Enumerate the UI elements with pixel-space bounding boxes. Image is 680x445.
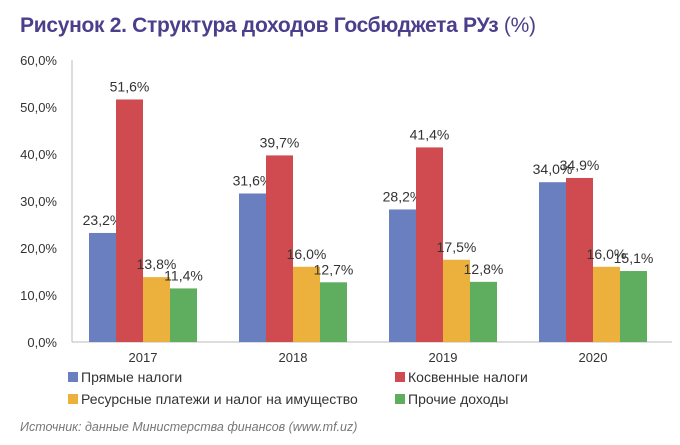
y-tick-label: 50,0% <box>20 100 57 115</box>
bar <box>389 209 416 342</box>
data-label: 11,4% <box>164 267 203 283</box>
data-label: 13,8% <box>137 256 177 272</box>
x-tick-label: 2017 <box>129 350 158 365</box>
bar <box>293 266 320 342</box>
y-tick-label: 40,0% <box>20 147 57 162</box>
legend-swatch <box>68 394 78 404</box>
legend-item-resource-payments: Ресурсные платежи и налог на имущество <box>68 391 358 407</box>
legend-swatch <box>68 372 78 382</box>
bar <box>620 271 647 342</box>
legend-item-indirect-taxes: Косвенные налоги <box>395 369 528 385</box>
legend-swatch <box>395 372 405 382</box>
data-label: 16,0% <box>587 246 627 262</box>
x-tick-label: 2019 <box>429 350 458 365</box>
data-label: 39,7% <box>260 134 300 150</box>
y-tick-label: 30,0% <box>20 194 57 209</box>
data-label: 34,9% <box>560 157 600 173</box>
bar <box>320 282 347 342</box>
legend-swatch <box>395 394 405 404</box>
legend-item-direct-taxes: Прямые налоги <box>68 369 182 385</box>
data-label: 16,0% <box>287 246 327 262</box>
chart-title: Рисунок 2. Структура доходов Госбюджета … <box>20 14 536 38</box>
y-tick-label: 60,0% <box>20 53 57 68</box>
legend-label: Ресурсные платежи и налог на имущество <box>81 391 358 407</box>
bar <box>443 259 470 342</box>
legend-label: Прочие доходы <box>408 391 509 407</box>
bar <box>143 277 170 342</box>
data-label: 17,5% <box>437 239 477 255</box>
bar <box>239 193 266 342</box>
source-note: Источник: данные Министерства финансов (… <box>20 420 358 434</box>
legend-item-other-income: Прочие доходы <box>395 391 508 407</box>
bar <box>539 182 566 342</box>
y-tick-label: 10,0% <box>20 288 57 303</box>
data-label: 28,2% <box>383 188 423 204</box>
data-label: 23,2% <box>83 212 123 228</box>
data-label: 51,6% <box>110 78 150 94</box>
bar <box>470 281 497 342</box>
bar <box>89 232 116 342</box>
title-text: Рисунок 2. Структура доходов Госбюджета … <box>20 14 499 37</box>
data-label: 15,1% <box>614 250 654 266</box>
legend-label: Косвенные налоги <box>408 369 528 385</box>
data-label: 41,4% <box>410 126 450 142</box>
bar <box>566 177 593 342</box>
bar <box>416 147 443 342</box>
bar <box>116 99 143 342</box>
data-label: 34,0% <box>533 161 573 177</box>
data-label: 31,6% <box>233 172 273 188</box>
data-label: 12,8% <box>464 261 504 277</box>
y-tick-label: 0,0% <box>27 335 57 350</box>
data-label: 12,7% <box>314 261 354 277</box>
x-tick-label: 2018 <box>279 350 308 365</box>
title-unit: (%) <box>503 14 536 37</box>
legend-label: Прямые налоги <box>81 369 183 385</box>
y-tick-label: 20,0% <box>20 241 57 256</box>
bar <box>593 266 620 342</box>
x-tick-label: 2020 <box>579 350 608 365</box>
bar <box>266 155 293 342</box>
bar <box>170 288 197 342</box>
